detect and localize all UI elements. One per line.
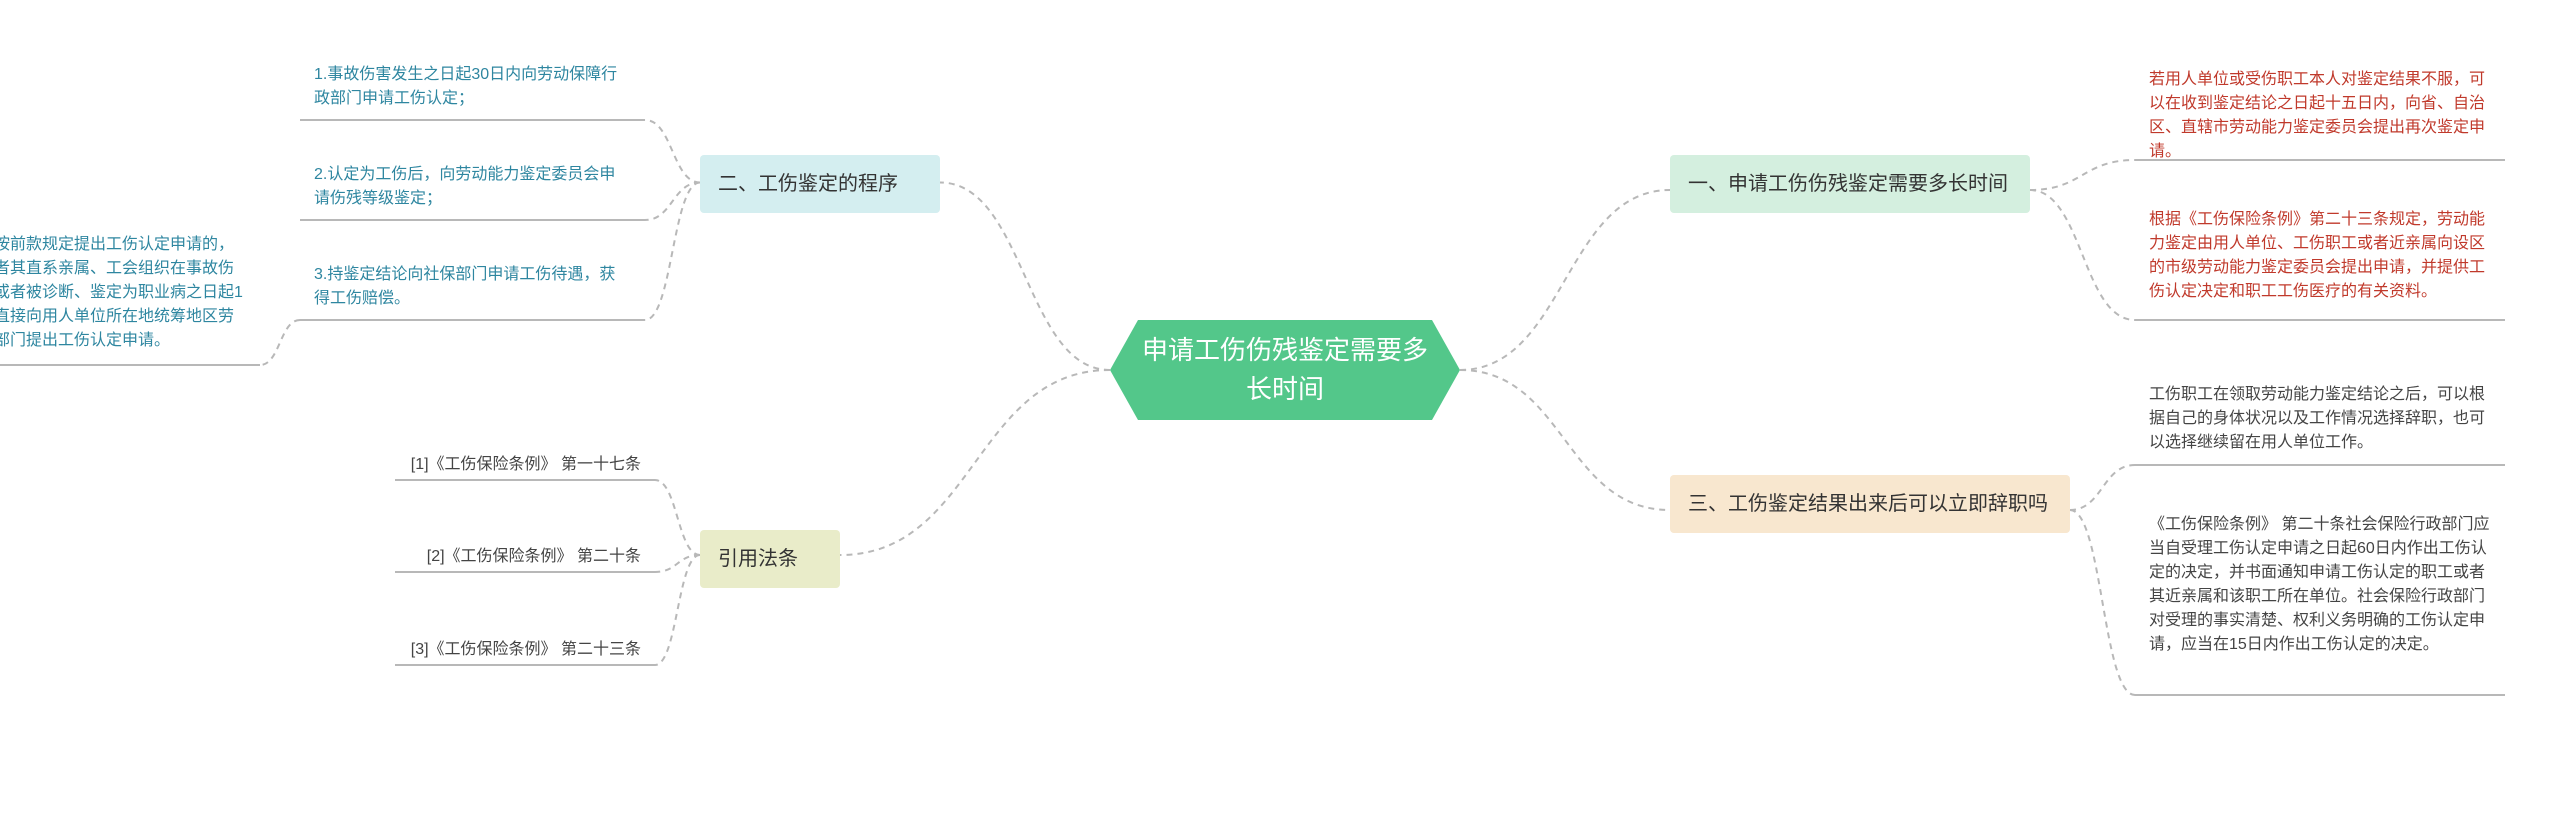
leaf: [3]《工伤保险条例》 第二十三条 [395, 630, 655, 670]
branch-bL: 引用法条 [700, 530, 840, 588]
branch-b2: 二、工伤鉴定的程序 [700, 155, 940, 213]
leaf: 2.认定为工伤后，向劳动能力鉴定委员会申请伤残等级鉴定； [300, 155, 645, 219]
leaf: [1]《工伤保险条例》 第一十七条 [395, 445, 655, 485]
branch-b3: 三、工伤鉴定结果出来后可以立即辞职吗 [1670, 475, 2070, 533]
root-node: 申请工伤伤残鉴定需要多长时间 [1110, 320, 1460, 420]
leaf: 1.事故伤害发生之日起30日内向劳动保障行政部门申请工伤认定； [300, 55, 645, 119]
leaf: [2]《工伤保险条例》 第二十条 [395, 537, 655, 577]
leaf: 用人单位未按前款规定提出工伤认定申请的，工伤职工或者其直系亲属、工会组织在事故伤… [0, 225, 260, 361]
leaf: 若用人单位或受伤职工本人对鉴定结果不服，可以在收到鉴定结论之日起十五日内，向省、… [2135, 60, 2505, 172]
leaf: 工伤职工在领取劳动能力鉴定结论之后，可以根据自己的身体状况以及工作情况选择辞职，… [2135, 375, 2505, 463]
leaf: 《工伤保险条例》 第二十条社会保险行政部门应当自受理工伤认定申请之日起60日内作… [2135, 505, 2505, 665]
leaf: 3.持鉴定结论向社保部门申请工伤待遇，获得工伤赔偿。 [300, 255, 645, 319]
leaf: 根据《工伤保险条例》第二十三条规定，劳动能力鉴定由用人单位、工伤职工或者近亲属向… [2135, 200, 2505, 312]
branch-b1: 一、申请工伤伤残鉴定需要多长时间 [1670, 155, 2030, 213]
